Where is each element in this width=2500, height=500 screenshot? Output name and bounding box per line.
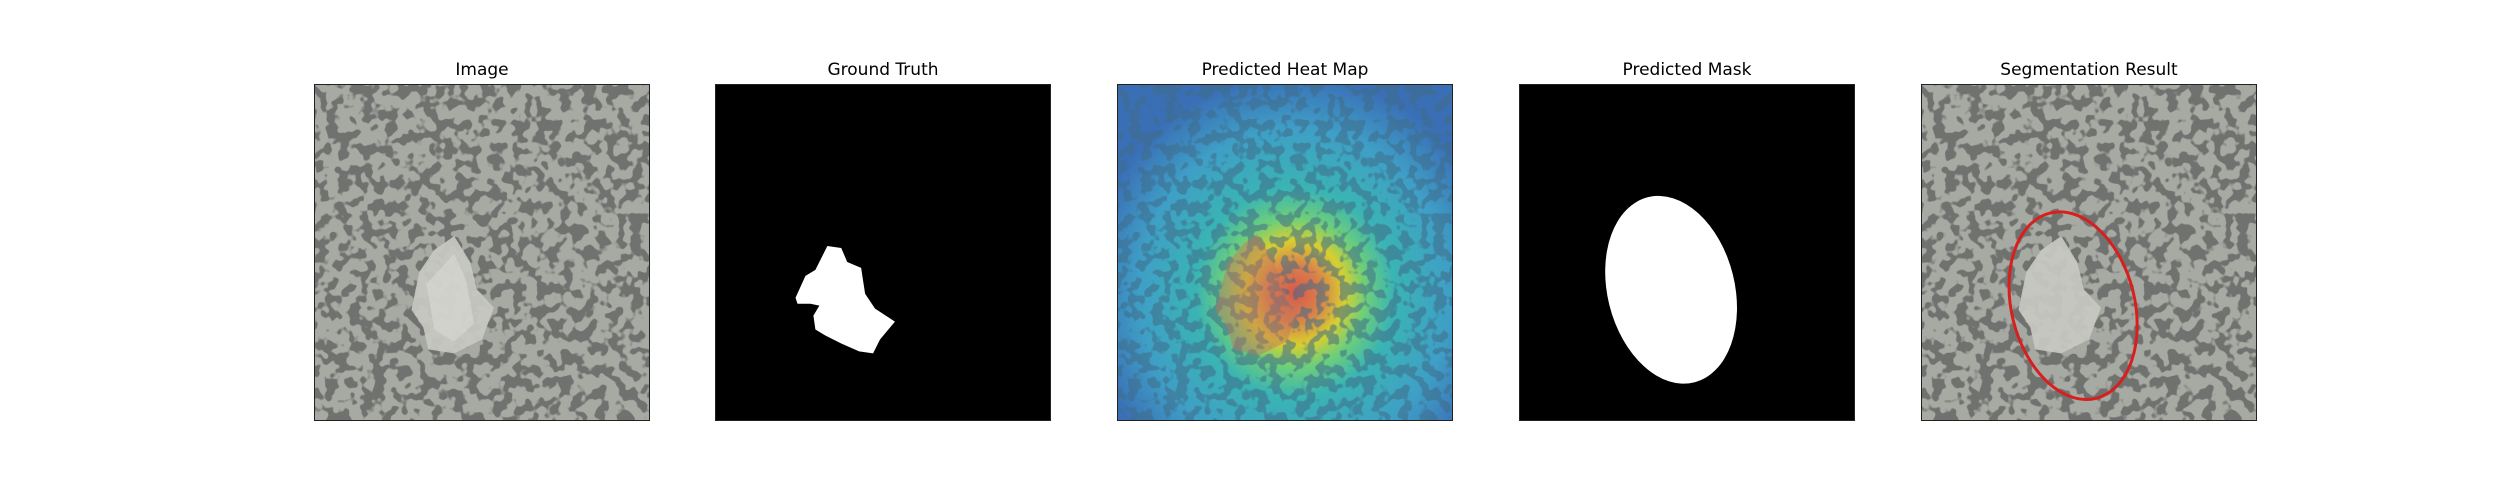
predicted-mask bbox=[1519, 84, 1855, 421]
predicted-region bbox=[1605, 195, 1738, 384]
segmentation-image bbox=[1921, 84, 2257, 421]
panel-image: Image bbox=[314, 0, 650, 500]
heat-map-image bbox=[1117, 84, 1453, 421]
panel-ground-truth: Ground Truth bbox=[715, 0, 1051, 500]
panel-title-heat-map: Predicted Heat Map bbox=[1201, 60, 1369, 80]
panel-title-ground-truth: Ground Truth bbox=[827, 60, 939, 80]
ground-truth-region bbox=[795, 246, 895, 354]
panel-title-mask: Predicted Mask bbox=[1622, 60, 1752, 80]
panel-mask: Predicted Mask bbox=[1519, 0, 1855, 500]
ground-truth-mask bbox=[715, 84, 1051, 421]
panel-title-image: Image bbox=[455, 60, 509, 80]
panel-heat-map: Predicted Heat Map bbox=[1117, 0, 1453, 500]
segmentation-contour bbox=[2007, 210, 2139, 401]
panel-title-segmentation: Segmentation Result bbox=[2000, 60, 2178, 80]
panel-segmentation: Segmentation Result bbox=[1921, 0, 2257, 500]
input-image bbox=[314, 84, 650, 421]
